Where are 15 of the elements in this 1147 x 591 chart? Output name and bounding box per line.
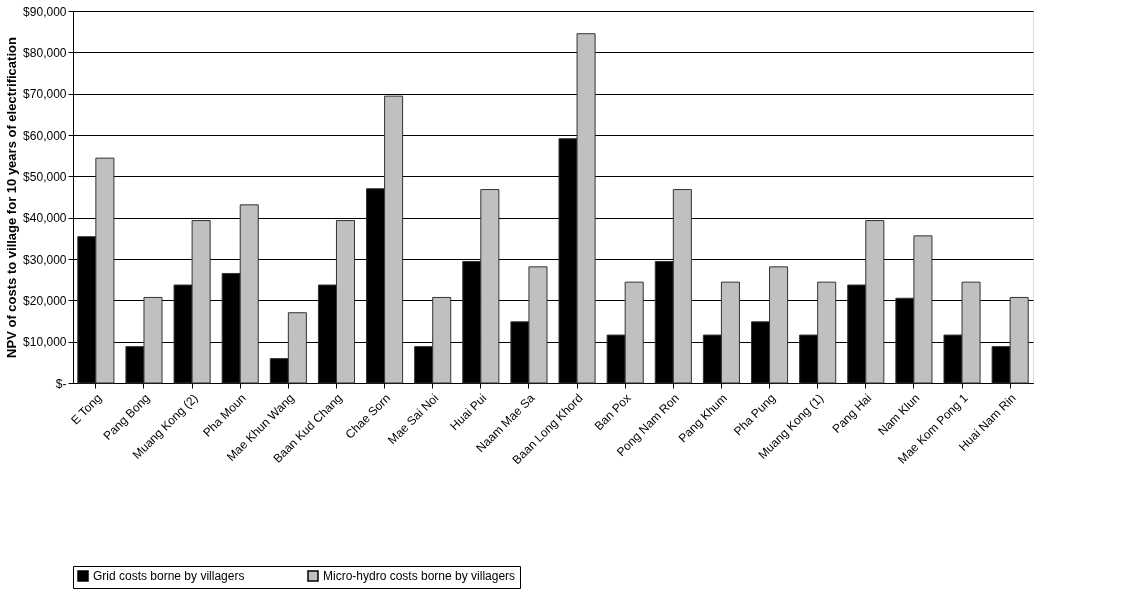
y-tick-label: $40,000 [23,211,67,226]
y-tick-label: $70,000 [23,87,67,102]
legend-label: Grid costs borne by villagers [93,569,245,583]
y-tick-label: $- [55,376,67,391]
y-tick-label: $50,000 [23,169,67,184]
y-axis-title: NPV of costs to village for 10 years of electrification [4,37,20,358]
x-tick-label: E Tong [68,391,105,428]
y-tick-label: $90,000 [23,4,67,19]
y-tick-label: $80,000 [23,45,67,60]
y-tick-label: $60,000 [23,128,67,143]
y-tick-label: $10,000 [23,335,67,350]
y-tick-label: $30,000 [23,252,67,267]
x-tick-label: Ban Pox [591,391,634,434]
legend-label: Micro-hydro costs borne by villagers [323,569,516,583]
y-tick-label: $20,000 [23,293,67,308]
